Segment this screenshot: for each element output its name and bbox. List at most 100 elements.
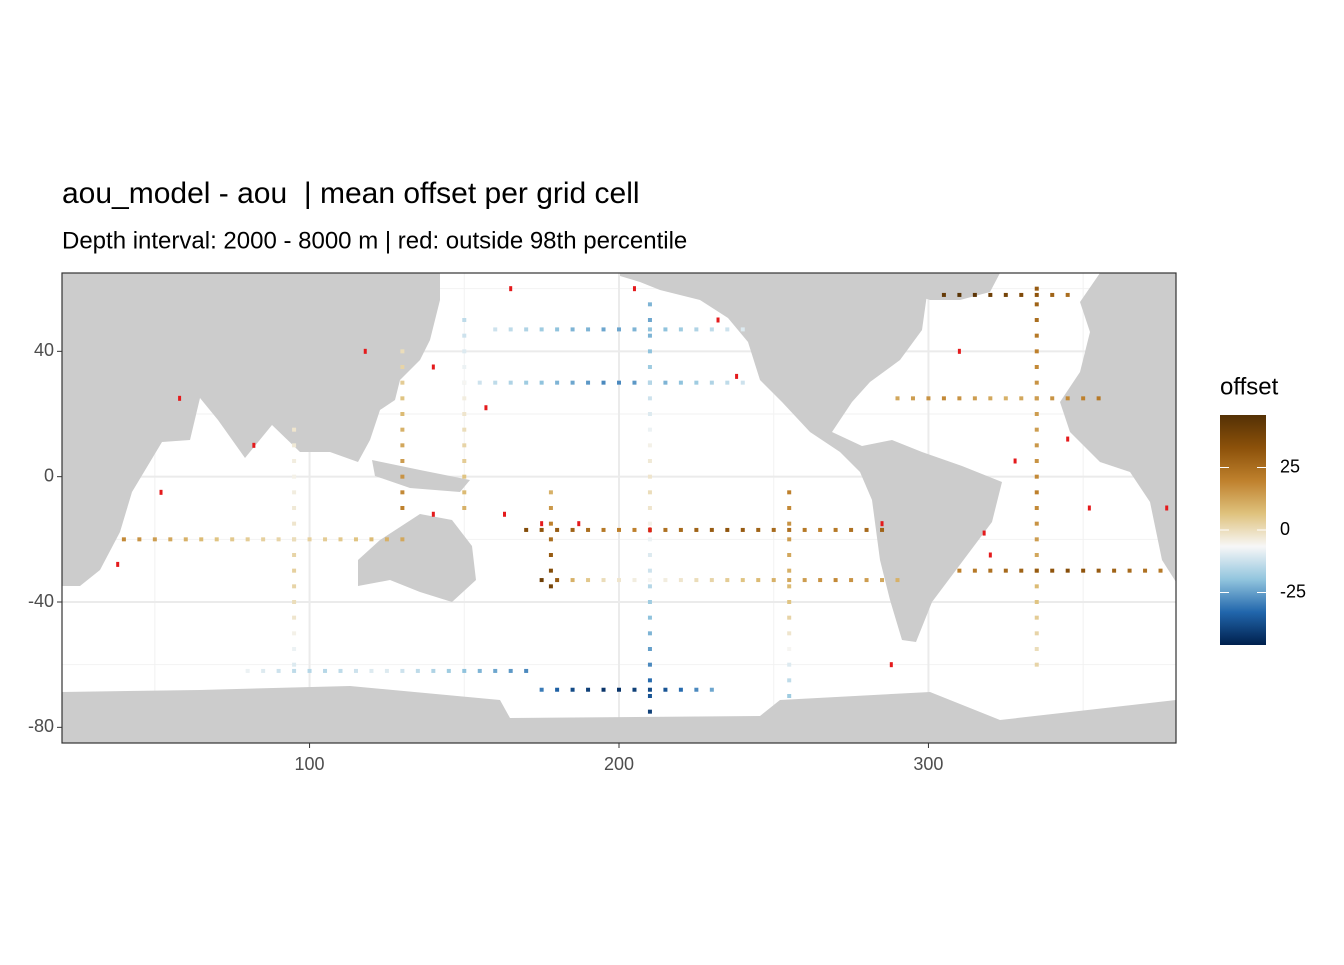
grid-cell <box>230 537 235 542</box>
grid-cell <box>477 380 482 385</box>
y-tick-label: 0 <box>44 465 54 485</box>
grid-cell <box>647 333 652 338</box>
grid-cell <box>1034 647 1039 651</box>
grid-cell <box>400 668 405 673</box>
grid-cell <box>524 527 529 532</box>
grid-cell <box>462 318 467 322</box>
grid-cell <box>1034 584 1039 589</box>
outlier-cell <box>1087 505 1091 511</box>
land-antarctica <box>62 686 1176 743</box>
cells <box>116 286 1169 714</box>
grid-cell <box>972 292 977 297</box>
grid-cell <box>1034 474 1039 479</box>
grid-cell <box>725 527 730 532</box>
grid-cell <box>601 687 606 692</box>
grid-cell <box>1034 662 1039 667</box>
grid-cell <box>1096 396 1101 401</box>
outlier-cell <box>159 489 163 495</box>
outlier-cell <box>1066 436 1070 442</box>
grid-cell <box>369 537 374 542</box>
land-europe-africa <box>1060 273 1176 582</box>
grid-cell <box>787 600 792 604</box>
grid-cell <box>678 687 683 692</box>
grid-cell <box>910 396 915 401</box>
grid-cell <box>647 687 652 692</box>
y-tick-label: -80 <box>28 716 54 736</box>
grid-cell <box>555 687 560 692</box>
grid-cell <box>586 527 591 532</box>
grid-cell <box>1034 459 1039 463</box>
grid-cell <box>462 490 467 495</box>
grid-cell <box>555 578 560 583</box>
outlier-cell <box>431 364 435 370</box>
grid-cell <box>1050 396 1055 401</box>
grid-cell <box>663 527 668 532</box>
grid-cell <box>548 490 553 495</box>
grid-cell <box>586 687 591 692</box>
grid-cell <box>1034 286 1039 291</box>
outlier-cell <box>957 348 961 354</box>
outlier-cell <box>540 521 544 527</box>
land-indonesia <box>372 460 470 492</box>
grid-cell <box>1034 412 1039 416</box>
grid-cell <box>548 537 553 542</box>
grid-cell <box>539 327 544 332</box>
grid-cell <box>245 537 250 542</box>
grid-cell <box>1034 521 1039 526</box>
outlier-cell <box>503 511 507 517</box>
grid-cell <box>725 578 730 583</box>
outlier-cell <box>1165 505 1169 511</box>
legend-tick-label: 25 <box>1280 456 1300 476</box>
land-australia <box>358 514 476 602</box>
grid-cell <box>338 668 343 673</box>
grid-cell <box>941 396 946 401</box>
grid-cell <box>462 427 467 432</box>
grid-cell <box>988 292 993 297</box>
grid-cell <box>787 615 792 620</box>
grid-cell <box>802 527 807 532</box>
grid-cell <box>833 578 838 583</box>
grid-cell <box>849 527 854 532</box>
grid-cell <box>787 553 792 557</box>
grid-cell <box>462 380 467 385</box>
grid-cell <box>647 412 652 416</box>
grid-cell <box>1034 506 1039 510</box>
grid-cell <box>400 459 405 463</box>
grid-cell <box>570 527 575 532</box>
grid-cell <box>292 553 297 557</box>
grid-cell <box>647 578 652 583</box>
grid-cell <box>493 380 498 385</box>
grid-cell <box>617 687 621 692</box>
outlier-cell <box>116 561 120 567</box>
grid-cell <box>1019 292 1024 297</box>
land-eurasia-africa <box>62 273 440 586</box>
grid-cell <box>539 527 544 532</box>
grid-cell <box>632 578 637 583</box>
grid-cell <box>307 537 312 542</box>
legend-title: offset <box>1220 373 1279 400</box>
grid-cell <box>1034 600 1039 604</box>
grid-cell <box>353 668 358 673</box>
outlier-cell <box>880 521 884 527</box>
grid-cell <box>1081 396 1086 401</box>
x-tick-label: 100 <box>295 754 325 774</box>
grid-cell <box>663 327 668 332</box>
grid-cell <box>678 327 683 332</box>
grid-cell <box>462 365 467 369</box>
grid-cell <box>1003 568 1008 573</box>
grid-cell <box>647 443 652 448</box>
grid-cell <box>400 365 405 369</box>
grid-cell <box>1034 349 1039 354</box>
grid-cell <box>663 687 668 692</box>
grid-cell <box>895 578 900 583</box>
grid-cell <box>586 327 591 332</box>
grid-cell <box>709 327 714 332</box>
grid-cell <box>756 578 761 583</box>
chart-subtitle: Depth interval: 2000 - 8000 m | red: out… <box>62 227 687 254</box>
grid-cell <box>1003 396 1008 401</box>
grid-cell <box>787 662 792 667</box>
legend-tick-label: -25 <box>1280 581 1306 601</box>
outlier-cell <box>252 442 256 448</box>
grid-cell <box>400 474 405 479</box>
grid-cell <box>1034 365 1039 369</box>
